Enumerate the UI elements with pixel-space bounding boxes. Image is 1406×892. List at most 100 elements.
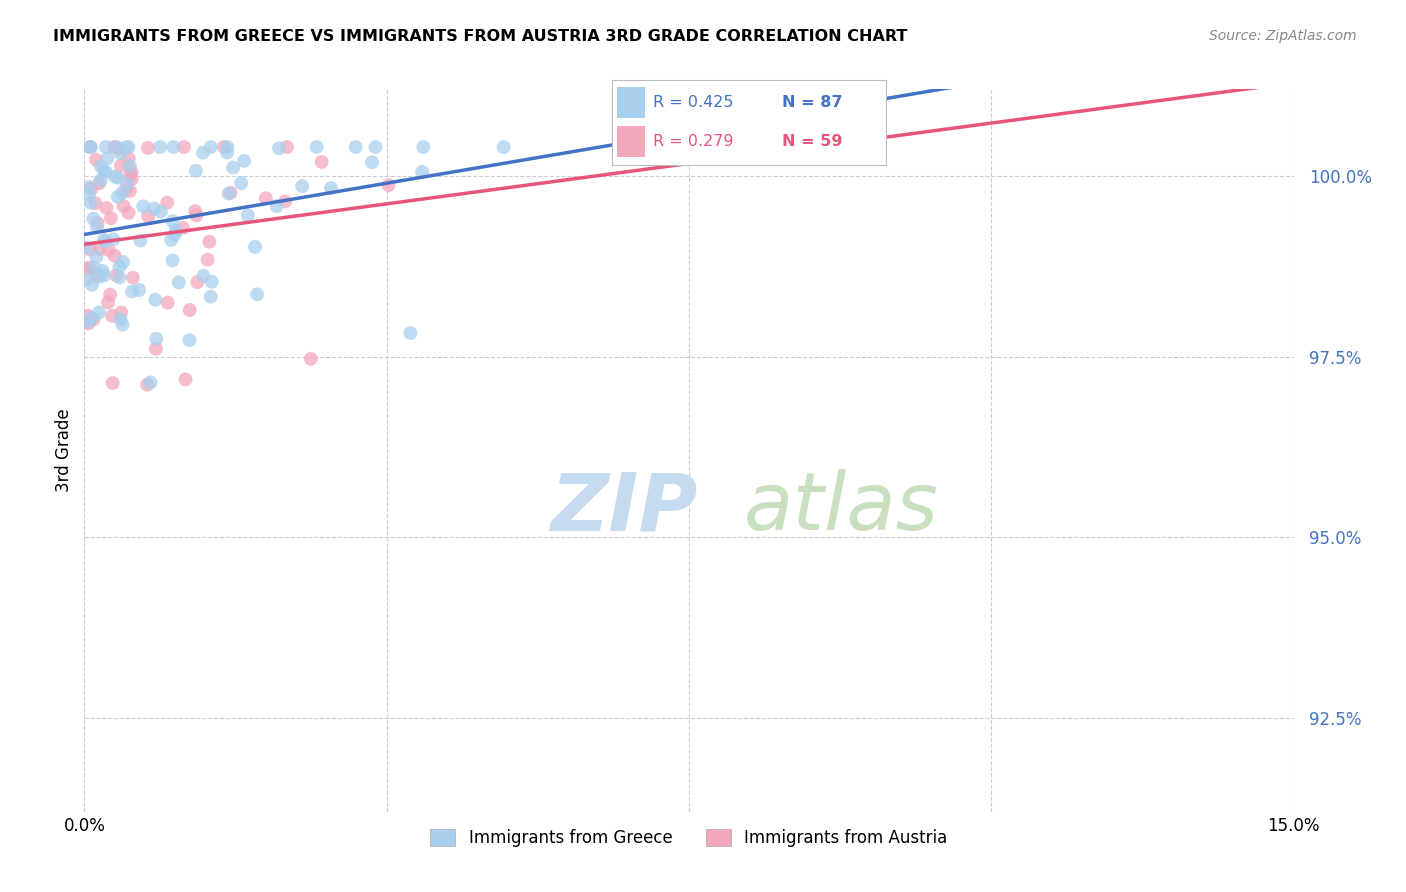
Text: ZIP: ZIP — [550, 469, 697, 548]
Point — [86, 268, 108, 283]
Point — [492, 140, 515, 154]
Point — [412, 140, 434, 154]
Point — [87, 305, 110, 319]
Point — [93, 233, 115, 247]
Point — [103, 232, 125, 246]
Point — [117, 152, 139, 166]
Point — [91, 264, 114, 278]
Point — [83, 260, 105, 275]
Point — [104, 169, 127, 184]
Text: R = 0.279: R = 0.279 — [652, 134, 734, 149]
Point — [96, 201, 118, 215]
Point — [110, 312, 132, 326]
Point — [215, 145, 238, 160]
Point — [179, 303, 201, 318]
Point — [266, 199, 288, 213]
Point — [172, 221, 194, 235]
Point — [145, 293, 167, 307]
Point — [191, 145, 214, 160]
Point — [79, 140, 101, 154]
Point — [311, 155, 333, 169]
Point — [94, 140, 117, 154]
Point — [236, 208, 259, 222]
Point — [361, 155, 384, 169]
Point — [163, 227, 186, 242]
Point — [77, 180, 100, 194]
Point — [156, 195, 179, 210]
Point — [411, 165, 433, 179]
Point — [305, 140, 328, 154]
Point — [75, 241, 97, 255]
Point — [90, 159, 112, 173]
Point — [115, 140, 138, 154]
Point — [82, 211, 104, 226]
Point — [84, 250, 107, 264]
Point — [121, 165, 143, 179]
Point — [120, 168, 142, 182]
Point — [274, 194, 297, 209]
Point — [107, 190, 129, 204]
Point — [291, 179, 314, 194]
Point — [184, 164, 207, 178]
Point — [108, 260, 131, 274]
Point — [105, 140, 128, 154]
Point — [77, 260, 100, 275]
Point — [276, 140, 298, 154]
Point — [344, 140, 367, 154]
FancyBboxPatch shape — [617, 126, 644, 157]
Point — [121, 172, 143, 186]
Text: N = 59: N = 59 — [782, 134, 842, 149]
Point — [143, 202, 166, 216]
Point — [377, 178, 399, 193]
Point — [319, 181, 342, 195]
Point — [97, 295, 120, 310]
Point — [79, 140, 101, 154]
Point — [77, 317, 100, 331]
Text: R = 0.425: R = 0.425 — [652, 95, 734, 110]
Point — [112, 255, 135, 269]
Point — [184, 204, 207, 219]
Point — [246, 287, 269, 301]
Point — [77, 309, 100, 323]
Point — [156, 295, 179, 310]
Point — [105, 268, 128, 283]
Point — [94, 235, 117, 249]
Point — [193, 268, 215, 283]
Point — [136, 377, 159, 392]
Point — [121, 285, 143, 299]
Text: atlas: atlas — [744, 469, 938, 548]
Point — [128, 283, 150, 297]
Point — [110, 146, 132, 161]
Point — [77, 187, 100, 202]
Point — [80, 277, 103, 292]
Legend: Immigrants from Greece, Immigrants from Austria: Immigrants from Greece, Immigrants from … — [423, 822, 955, 854]
Point — [145, 332, 167, 346]
Point — [103, 140, 125, 154]
Point — [76, 315, 98, 329]
Point — [76, 262, 98, 277]
Point — [83, 312, 105, 326]
Point — [243, 240, 266, 254]
Point — [217, 140, 239, 154]
Point — [89, 176, 111, 190]
Point — [79, 243, 101, 257]
Y-axis label: 3rd Grade: 3rd Grade — [55, 409, 73, 492]
Point — [149, 204, 172, 219]
Point — [118, 184, 141, 198]
Point — [75, 272, 97, 286]
Point — [80, 181, 103, 195]
Point — [200, 290, 222, 304]
Point — [90, 173, 112, 187]
Point — [80, 140, 103, 154]
Point — [87, 269, 110, 284]
Point — [107, 170, 129, 185]
Point — [84, 153, 107, 167]
Point — [162, 140, 184, 154]
Point — [86, 220, 108, 235]
Point — [186, 209, 208, 223]
Point — [98, 287, 121, 301]
Point — [93, 163, 115, 178]
Text: Source: ZipAtlas.com: Source: ZipAtlas.com — [1209, 29, 1357, 43]
Point — [94, 165, 117, 179]
Point — [218, 186, 240, 201]
